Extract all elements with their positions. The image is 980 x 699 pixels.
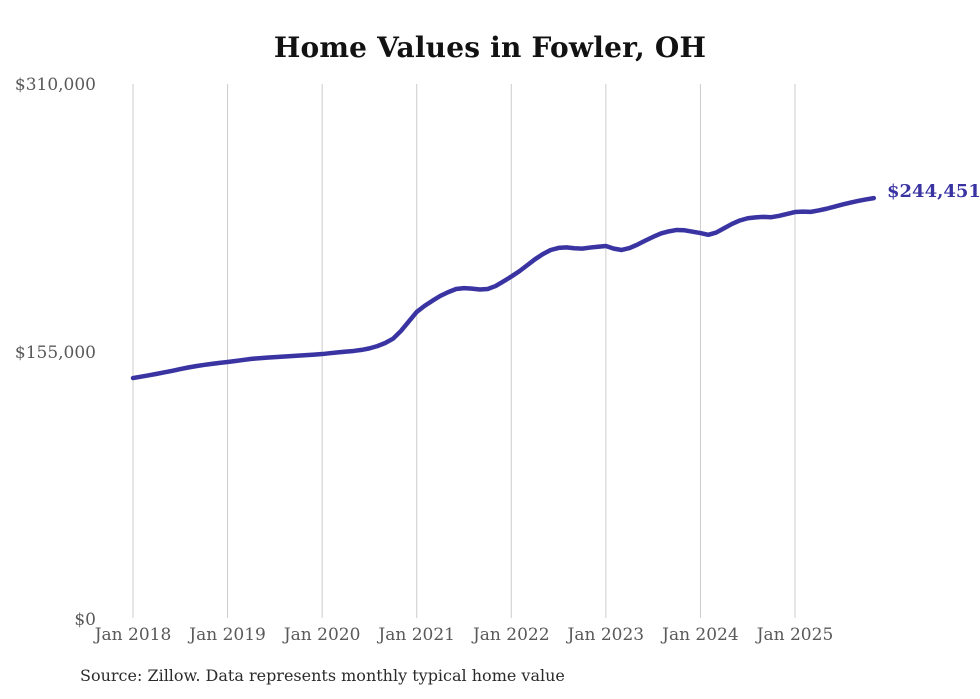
latest-value-label: $244,451	[887, 181, 980, 202]
x-tick-label-jan-2024: Jan 2024	[662, 625, 739, 645]
x-tick-label-jan-2021: Jan 2021	[378, 625, 455, 645]
x-tick-label-jan-2025: Jan 2025	[756, 625, 834, 645]
vertical-gridlines	[132, 84, 796, 618]
y-tick-label-0: $0	[74, 610, 96, 630]
source-note: Source: Zillow. Data represents monthly …	[80, 666, 565, 685]
x-tick-label-jan-2018: Jan 2018	[94, 625, 172, 645]
y-tick-label-1: $155,000	[14, 342, 96, 363]
x-tick-label-jan-2023: Jan 2023	[567, 625, 645, 645]
home-value-line-series	[130, 195, 877, 381]
x-tick-label-jan-2020: Jan 2020	[283, 625, 361, 645]
chart-title: Home Values in Fowler, OH	[273, 31, 707, 64]
x-tick-label-jan-2019: Jan 2019	[189, 625, 266, 645]
x-tick-label-jan-2022: Jan 2022	[472, 625, 550, 645]
y-tick-label-2: $310,000	[14, 75, 96, 95]
